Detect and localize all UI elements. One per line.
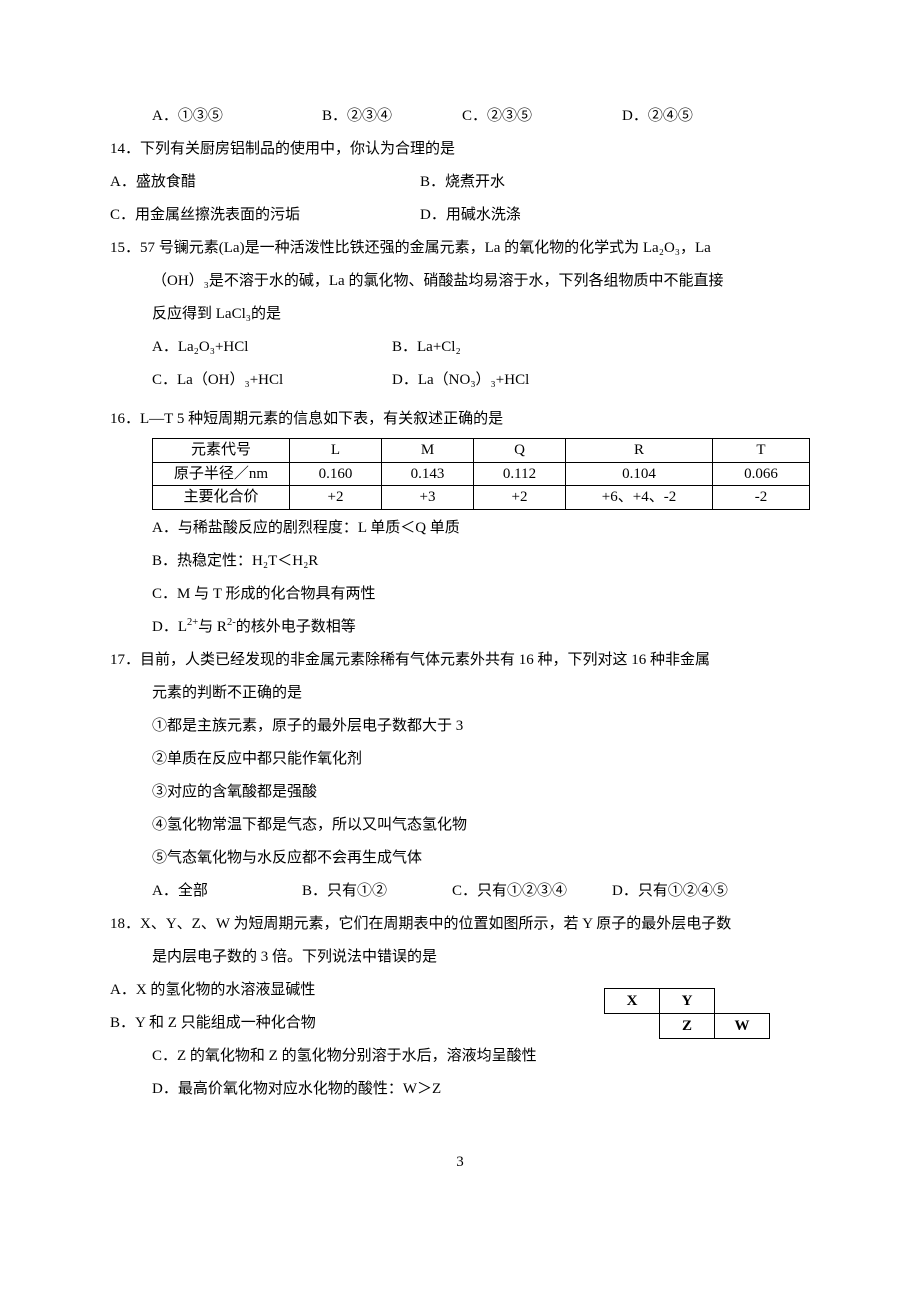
q16-th-5: T: [713, 439, 810, 463]
q16-table-header-row: 元素代号 L M Q R T: [153, 439, 810, 463]
q14-opt-c: C．用金属丝擦洗表面的污垢: [110, 199, 420, 232]
q14-row-ab: A．盛放食醋 B．烧煮开水: [110, 166, 810, 199]
q15-line3: 反应得到 LaCl₃的是: [110, 298, 810, 331]
q15-opt-b: B．La+Cl₂: [392, 331, 461, 364]
q16-r1-3: 0.104: [566, 462, 713, 486]
q18-line2: 是内层电子数的 3 倍。下列说法中错误的是: [110, 941, 810, 974]
q15-row-ab: A．La₂O₃+HCl B．La+Cl₂: [110, 331, 810, 364]
q16-r2-0: +2: [290, 486, 382, 510]
q13-opt-b: B．②③④: [322, 100, 462, 133]
q16-stem: L—T 5 种短周期元素的信息如下表，有关叙述正确的是: [140, 411, 503, 427]
q18-position-table: X Y Z W: [604, 988, 770, 1039]
q17-stem1: 目前，人类已经发现的非金属元素除稀有气体元素外共有 16 种，下列对这 16 种…: [140, 652, 710, 668]
q17-line1: 17．目前，人类已经发现的非金属元素除稀有气体元素外共有 16 种，下列对这 1…: [110, 644, 810, 677]
q16-num: 16．: [110, 411, 140, 427]
q14-opt-b: B．烧煮开水: [420, 166, 505, 199]
q18: 18．X、Y、Z、W 为短周期元素，它们在周期表中的位置如图所示，若 Y 原子的…: [110, 908, 810, 1106]
q17-options: A．全部 B．只有①② C．只有①②③④ D．只有①②④⑤: [110, 875, 810, 908]
q14-row-cd: C．用金属丝擦洗表面的污垢 D．用碱水洗涤: [110, 199, 810, 232]
q16-table: 元素代号 L M Q R T 原子半径／nm 0.160 0.143 0.112…: [152, 438, 810, 510]
q18-line1: 18．X、Y、Z、W 为短周期元素，它们在周期表中的位置如图所示，若 Y 原子的…: [110, 908, 810, 941]
q13-opt-c: C．②③⑤: [462, 100, 622, 133]
q17-opt-a: A．全部: [152, 875, 302, 908]
q18-pos-x: X: [605, 988, 660, 1013]
q14-num: 14．: [110, 141, 140, 157]
q17-i4: ④氢化物常温下都是气态，所以又叫气态氢化物: [110, 809, 810, 842]
q18-pos-y: Y: [660, 988, 715, 1013]
q16-r2-3: +6、+4、-2: [566, 486, 713, 510]
q15-line1: 15．57 号镧元素(La)是一种活泼性比铁还强的金属元素，La 的氧化物的化学…: [110, 232, 810, 265]
q17-opt-b: B．只有①②: [302, 875, 452, 908]
q15-row-cd: C．La（OH）₃+HCl D．La（NO₃）₃+HCl: [110, 364, 810, 397]
q16-r1-0: 0.160: [290, 462, 382, 486]
q14-stem: 下列有关厨房铝制品的使用中，你认为合理的是: [140, 141, 455, 157]
q17-opt-d: D．只有①②④⑤: [612, 875, 728, 908]
q16-r1-1: 0.143: [382, 462, 474, 486]
q16-th-3: Q: [474, 439, 566, 463]
q15-opt-c: C．La（OH）₃+HCl: [152, 364, 392, 397]
q16-r2-label: 主要化合价: [153, 486, 290, 510]
q15-num: 15．: [110, 240, 140, 256]
q18-opt-d: D．最高价氧化物对应水化物的酸性：W＞Z: [110, 1073, 810, 1106]
q17-i2: ②单质在反应中都只能作氧化剂: [110, 743, 810, 776]
q16-r1-label: 原子半径／nm: [153, 462, 290, 486]
q16-r2-2: +2: [474, 486, 566, 510]
q16-opt-b: B．热稳定性：H₂T＜H₂R: [110, 545, 810, 578]
q14-opt-d: D．用碱水洗涤: [420, 199, 521, 232]
q18-opt-c: C．Z 的氧化物和 Z 的氢化物分别溶于水后，溶液均呈酸性: [110, 1040, 810, 1073]
q16-r2-1: +3: [382, 486, 474, 510]
q17-opt-c: C．只有①②③④: [452, 875, 612, 908]
q14: 14．下列有关厨房铝制品的使用中，你认为合理的是: [110, 133, 810, 166]
q16-opt-a: A．与稀盐酸反应的剧烈程度：L 单质＜Q 单质: [110, 512, 810, 545]
q17-i5: ⑤气态氧化物与水反应都不会再生成气体: [110, 842, 810, 875]
q16: 16．L—T 5 种短周期元素的信息如下表，有关叙述正确的是: [110, 403, 810, 436]
q17-i3: ③对应的含氧酸都是强酸: [110, 776, 810, 809]
q18-num: 18．: [110, 916, 140, 932]
q16-opt-c: C．M 与 T 形成的化合物具有两性: [110, 578, 810, 611]
q13-options: A．①③⑤ B．②③④ C．②③⑤ D．②④⑤: [110, 100, 810, 133]
page-number: 3: [110, 1146, 810, 1179]
q17-line2: 元素的判断不正确的是: [110, 677, 810, 710]
q16-r2-4: -2: [713, 486, 810, 510]
q15-opt-a: A．La₂O₃+HCl: [152, 331, 392, 364]
q15-opt-d: D．La（NO₃）₃+HCl: [392, 364, 529, 397]
q16-r1-4: 0.066: [713, 462, 810, 486]
q14-opt-a: A．盛放食醋: [110, 166, 420, 199]
q18-pos-w: W: [715, 1013, 770, 1038]
q13-opt-a: A．①③⑤: [152, 100, 322, 133]
q18-pos-empty: [715, 988, 770, 1013]
q16-th-4: R: [566, 439, 713, 463]
q16-r1-2: 0.112: [474, 462, 566, 486]
q16-th-2: M: [382, 439, 474, 463]
q18-stem1: X、Y、Z、W 为短周期元素，它们在周期表中的位置如图所示，若 Y 原子的最外层…: [140, 916, 731, 932]
q18-pos-z: Z: [660, 1013, 715, 1038]
q16-opt-d: D．L2+与 R2-的核外电子数相等: [110, 611, 810, 644]
q16-th-0: 元素代号: [153, 439, 290, 463]
q16-table-r2: 主要化合价 +2 +3 +2 +6、+4、-2 -2: [153, 486, 810, 510]
q15-stem1: 57 号镧元素(La)是一种活泼性比铁还强的金属元素，La 的氧化物的化学式为 …: [140, 240, 711, 256]
q18-pos-empty2: [605, 1013, 660, 1038]
q15-line2: （OH）₃是不溶于水的碱，La 的氯化物、硝酸盐均易溶于水，下列各组物质中不能直…: [110, 265, 810, 298]
q17-i1: ①都是主族元素，原子的最外层电子数都大于 3: [110, 710, 810, 743]
q17-num: 17．: [110, 652, 140, 668]
q16-th-1: L: [290, 439, 382, 463]
q13-opt-d: D．②④⑤: [622, 100, 693, 133]
q16-table-r1: 原子半径／nm 0.160 0.143 0.112 0.104 0.066: [153, 462, 810, 486]
